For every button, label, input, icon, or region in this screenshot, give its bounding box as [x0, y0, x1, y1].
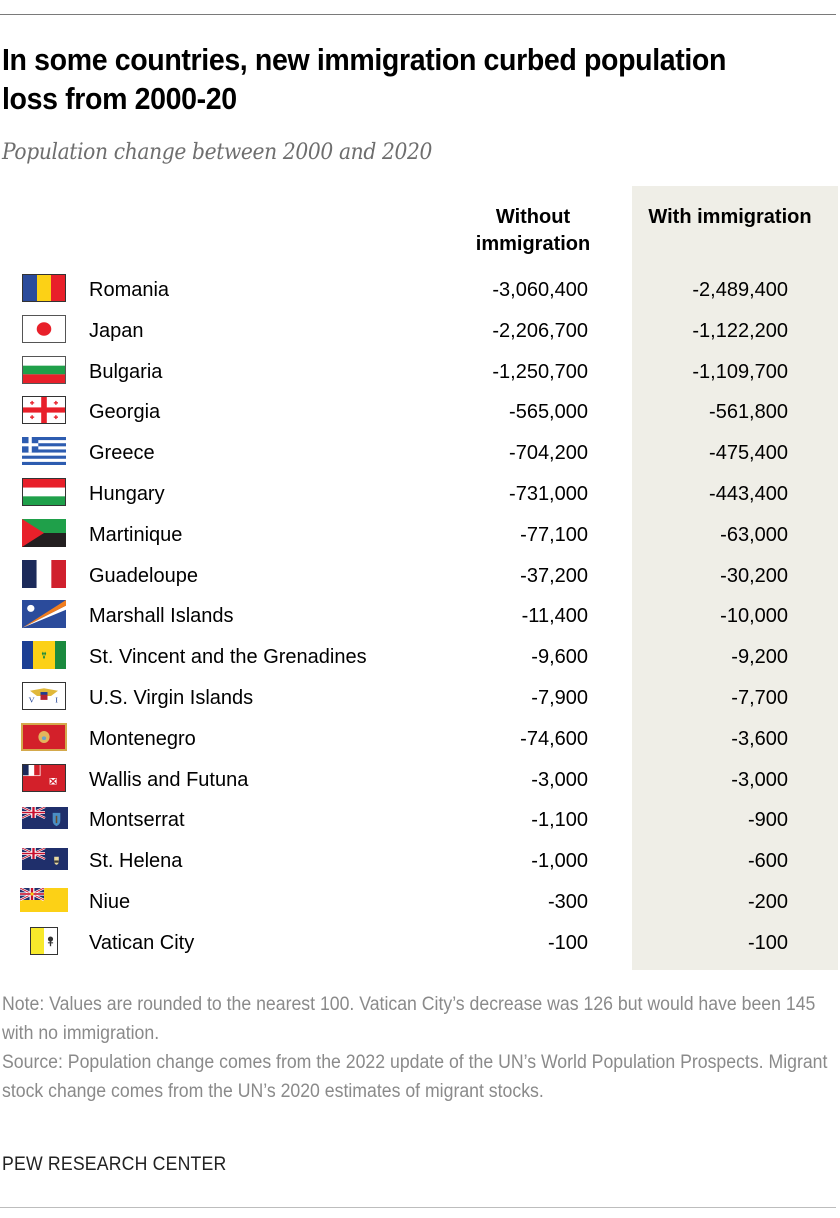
- value-with-immigration: -9,200: [731, 646, 788, 669]
- georgia-flag-icon: [22, 396, 66, 425]
- value-with-immigration: -1,109,700: [692, 360, 788, 383]
- table-row: Romania -3,060,400 -2,489,400: [0, 270, 840, 311]
- country-name: U.S. Virgin Islands: [89, 686, 254, 709]
- greece-flag-icon: [22, 437, 66, 466]
- value-with-immigration: -100: [747, 931, 788, 954]
- pew-research-center-logo-text: PEW RESEARCH CENTER: [2, 1154, 227, 1175]
- table-row: Martinique -77,100 -63,000: [0, 515, 840, 556]
- value-with-immigration: -200: [747, 890, 788, 913]
- montserrat-flag-icon: [22, 807, 68, 830]
- country-name: Georgia: [89, 401, 161, 424]
- country-name: St. Vincent and the Grenadines: [89, 646, 367, 669]
- vatican-flag-icon: [30, 926, 58, 955]
- table-row: Montserrat -1,100 -900: [0, 800, 840, 841]
- country-name: Romania: [89, 279, 170, 301]
- value-with-immigration: -10,000: [720, 605, 788, 628]
- value-without-immigration: -1,250,700: [492, 360, 588, 383]
- value-with-immigration: -900: [747, 809, 788, 832]
- country-name: Bulgaria: [89, 360, 163, 383]
- value-without-immigration: -1,100: [531, 809, 588, 832]
- niue-flag-icon: [20, 887, 68, 912]
- value-without-immigration: -2,206,700: [492, 319, 588, 342]
- value-without-immigration: -731,000: [509, 482, 588, 505]
- value-with-immigration: -3,000: [731, 768, 788, 791]
- country-name: Niue: [89, 890, 131, 913]
- value-without-immigration: -704,200: [509, 442, 588, 465]
- value-with-immigration: -63,000: [720, 523, 788, 546]
- martinique-flag-icon: [22, 518, 66, 547]
- value-with-immigration: -443,400: [709, 482, 788, 505]
- value-with-immigration: -561,800: [709, 401, 788, 424]
- bottom-divider: [0, 1207, 836, 1208]
- svg-text:V: V: [29, 696, 35, 705]
- with-immigration-column-background: [632, 186, 838, 970]
- table-row: Montenegro -74,600 -3,600: [0, 719, 840, 760]
- st-vincent-flag-icon: [22, 641, 66, 670]
- value-with-immigration: -3,600: [731, 727, 788, 750]
- table-row: Niue -300 -200: [0, 882, 840, 923]
- value-without-immigration: -11,400: [521, 605, 588, 628]
- table-row: Guadeloupe -37,200 -30,200: [0, 556, 840, 597]
- value-without-immigration: -77,100: [520, 523, 588, 546]
- marshall-islands-flag-icon: [22, 600, 66, 629]
- bulgaria-flag-icon: [22, 355, 66, 384]
- country-name: Montserrat: [89, 809, 185, 832]
- value-with-immigration: -475,400: [709, 442, 788, 465]
- country-name: Wallis and Futuna: [89, 768, 249, 791]
- country-name: Hungary: [89, 482, 165, 505]
- country-name: Greece: [89, 442, 155, 465]
- value-without-immigration: -300: [547, 890, 588, 913]
- table-row: St. Vincent and the Grenadines -9,600 -9…: [0, 637, 840, 678]
- table-row: Georgia -565,000 -561,800: [0, 392, 840, 433]
- column-header-with-immigration: With immigration: [648, 206, 812, 228]
- table-row: Marshall Islands -11,400 -10,000: [0, 596, 840, 637]
- country-name: St. Helena: [89, 850, 183, 873]
- hungary-flag-icon: [22, 477, 66, 506]
- romania-flag-icon: [22, 274, 66, 302]
- table-row: St. Helena -1,000 -600: [0, 841, 840, 882]
- country-name: Japan: [89, 319, 144, 342]
- country-name: Montenegro: [89, 727, 196, 750]
- table-row: Vatican City -100 -100: [0, 923, 840, 964]
- value-without-immigration: -1,000: [531, 850, 588, 873]
- table-row: Greece -704,200 -475,400: [0, 433, 840, 474]
- value-without-immigration: -9,600: [531, 646, 588, 669]
- country-name: Marshall Islands: [89, 605, 234, 628]
- chart-title: In some countries, new immigration curbe…: [2, 42, 727, 116]
- value-without-immigration: -100: [547, 931, 588, 954]
- japan-flag-icon: [22, 314, 66, 343]
- value-without-immigration: -565,000: [509, 401, 588, 424]
- country-name: Vatican City: [89, 931, 195, 954]
- table-row: Japan -2,206,700 -1,122,200: [0, 311, 840, 352]
- st-helena-flag-icon: [22, 848, 68, 871]
- table-row: Hungary -731,000 -443,400: [0, 474, 840, 515]
- note-text: Note: Values are rounded to the nearest …: [2, 994, 816, 1044]
- montenegro-flag-icon: [21, 722, 67, 751]
- country-name: Martinique: [89, 523, 183, 546]
- value-without-immigration: -7,900: [531, 686, 588, 709]
- value-without-immigration: -3,060,400: [492, 279, 588, 301]
- country-name: Guadeloupe: [89, 564, 198, 587]
- value-without-immigration: -3,000: [531, 768, 588, 791]
- value-with-immigration: -600: [747, 850, 788, 873]
- value-with-immigration: -2,489,400: [692, 279, 788, 301]
- value-with-immigration: -7,700: [731, 686, 788, 709]
- value-without-immigration: -74,600: [520, 727, 588, 750]
- value-with-immigration: -1,122,200: [692, 319, 788, 342]
- svg-text:I: I: [55, 696, 58, 705]
- footnotes: Note: Values are rounded to the nearest …: [2, 990, 839, 1106]
- value-with-immigration: -30,200: [720, 564, 788, 587]
- wallis-futuna-flag-icon: [22, 763, 66, 792]
- table-row: Wallis and Futuna -3,000 -3,000: [0, 760, 840, 801]
- source-text: Source: Population change comes from the…: [2, 1052, 828, 1102]
- data-table: Romania -3,060,400 -2,489,400 Japan -2,2…: [0, 270, 840, 964]
- column-header-without-immigration: Without immigration: [475, 206, 591, 255]
- table-row: Bulgaria -1,250,700 -1,109,700: [0, 352, 840, 393]
- top-divider: [0, 14, 836, 15]
- guadeloupe-flag-icon: [22, 559, 66, 588]
- chart-subtitle: Population change between 2000 and 2020: [2, 140, 433, 165]
- value-without-immigration: -37,200: [520, 564, 588, 587]
